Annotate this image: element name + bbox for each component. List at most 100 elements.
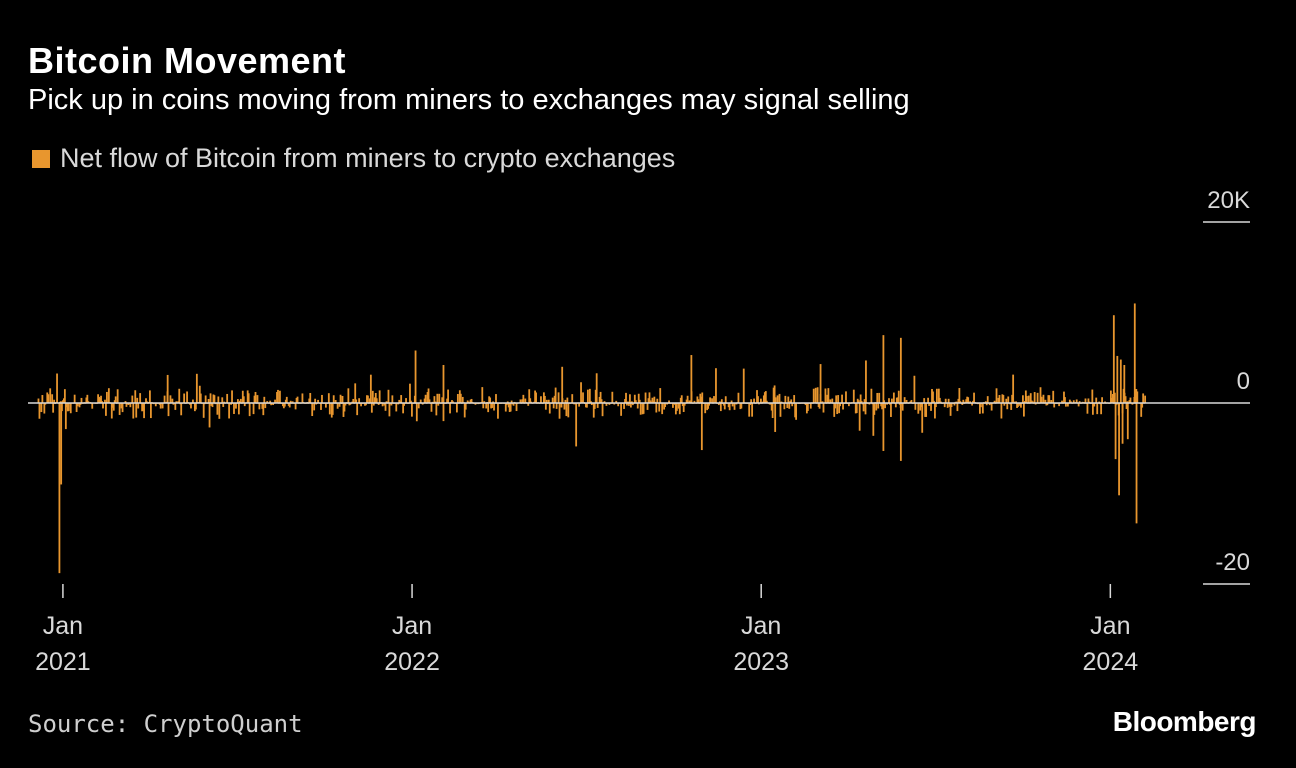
data-bar <box>1119 359 1122 403</box>
data-bar <box>105 403 107 416</box>
data-bar <box>56 373 58 403</box>
data-bar <box>242 396 245 403</box>
data-bar <box>435 403 438 416</box>
data-bar <box>378 390 381 403</box>
data-bar <box>565 403 568 417</box>
data-bar <box>776 395 779 403</box>
data-bar <box>805 403 808 414</box>
data-bar <box>402 403 405 414</box>
data-bar <box>1050 400 1053 403</box>
data-bar <box>213 395 216 403</box>
data-bar <box>575 403 578 447</box>
data-bar <box>638 399 641 403</box>
data-bar <box>317 399 319 403</box>
data-bar <box>892 392 895 403</box>
data-bar <box>1142 393 1145 403</box>
data-bar <box>97 394 100 403</box>
data-bar <box>1040 396 1043 403</box>
data-bar <box>641 403 644 415</box>
data-bar <box>668 400 670 403</box>
data-bar <box>962 399 965 403</box>
data-bar <box>679 397 682 403</box>
data-bar <box>876 392 879 403</box>
data-bar <box>864 403 867 415</box>
data-bar <box>739 403 742 410</box>
data-bar <box>171 398 174 403</box>
x-tick-label-year: 2023 <box>733 648 789 676</box>
data-bar <box>910 399 913 403</box>
data-bar <box>986 396 989 403</box>
data-bar <box>497 403 499 419</box>
data-bar <box>377 403 380 405</box>
data-bar <box>1052 390 1055 403</box>
data-bar <box>967 397 970 403</box>
data-bar <box>580 382 582 403</box>
data-bar <box>62 400 64 403</box>
data-bar <box>886 403 888 405</box>
data-bar <box>709 397 711 403</box>
data-bar <box>899 337 902 403</box>
data-bar <box>226 393 229 403</box>
data-bar <box>1084 398 1087 403</box>
data-bar <box>1031 401 1034 403</box>
data-bar <box>222 403 225 407</box>
data-bar <box>111 403 114 408</box>
data-bar <box>294 403 297 410</box>
data-bar <box>99 397 101 403</box>
data-bar <box>1027 395 1030 403</box>
data-bar <box>593 403 596 409</box>
data-bar <box>821 401 824 403</box>
data-bar <box>442 364 445 403</box>
data-bar <box>784 395 787 403</box>
x-tick-label-year: 2022 <box>384 648 440 676</box>
data-bar <box>256 395 259 403</box>
data-bar <box>783 403 786 410</box>
data-bar <box>371 390 374 403</box>
data-bar <box>510 400 513 403</box>
data-bar <box>724 396 727 403</box>
data-bar <box>118 403 121 415</box>
data-bar <box>742 368 745 403</box>
data-bar <box>862 403 865 412</box>
data-bar <box>937 388 940 403</box>
data-bar <box>493 403 495 411</box>
data-bar <box>623 403 625 409</box>
data-bar <box>161 403 164 409</box>
data-bar <box>505 403 508 406</box>
data-bar <box>134 390 137 403</box>
data-bar <box>208 403 211 428</box>
x-tick-label-month: Jan <box>43 612 83 640</box>
data-bar <box>202 403 205 418</box>
data-bar <box>586 389 589 403</box>
data-bar <box>44 403 47 405</box>
data-bar <box>132 403 135 419</box>
data-bar <box>241 390 244 403</box>
data-bar <box>1016 403 1018 408</box>
data-bar <box>263 396 266 403</box>
data-bar <box>826 394 829 403</box>
data-bar <box>107 388 110 403</box>
data-bar <box>433 396 436 403</box>
data-bar <box>237 403 240 415</box>
data-bar <box>933 400 935 403</box>
data-bar <box>658 403 661 412</box>
data-bar <box>158 403 161 405</box>
data-bar <box>727 403 730 408</box>
data-bar <box>717 403 720 406</box>
data-bar <box>365 403 367 406</box>
data-bar <box>69 403 72 414</box>
data-bar <box>690 355 693 403</box>
data-bar <box>914 403 917 410</box>
data-bar <box>43 403 46 414</box>
x-tick-label-year: 2024 <box>1083 648 1139 676</box>
data-bar <box>728 403 731 411</box>
data-bar <box>91 403 94 409</box>
data-bar <box>1024 390 1027 403</box>
data-bar <box>194 403 197 410</box>
data-bar <box>352 398 355 403</box>
data-bar <box>1115 403 1118 405</box>
data-bar <box>1121 403 1124 444</box>
data-bar <box>1011 394 1014 403</box>
data-bar <box>398 399 401 403</box>
data-bar <box>284 399 287 403</box>
